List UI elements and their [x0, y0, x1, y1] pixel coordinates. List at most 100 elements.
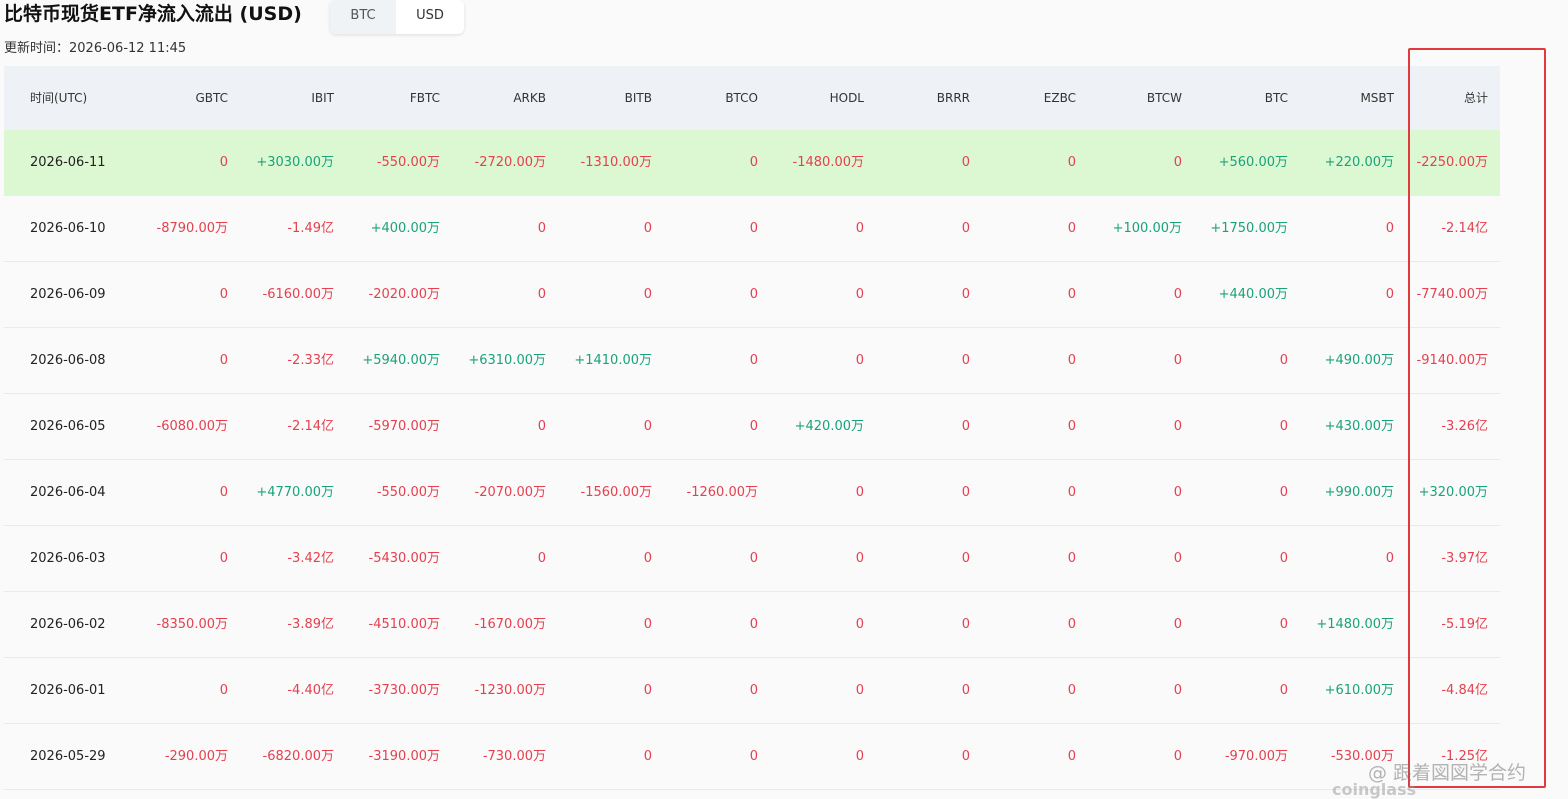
flow-cell: -2.33亿 — [287, 353, 334, 368]
flow-cell: 0 — [961, 287, 970, 302]
flow-cell: 0 — [961, 155, 970, 170]
flow-cell: +320.00万 — [1418, 485, 1488, 500]
table-row — [4, 130, 1500, 196]
flow-cell: +5940.00万 — [362, 353, 440, 368]
column-header: BRRR — [936, 91, 970, 105]
flow-cell: 0 — [749, 419, 758, 434]
flow-cell: -3.26亿 — [1441, 419, 1488, 434]
flow-cell: +490.00万 — [1324, 353, 1394, 368]
flow-cell: -4.84亿 — [1441, 683, 1488, 698]
flow-cell: -1670.00万 — [474, 617, 546, 632]
flow-cell: -3730.00万 — [368, 683, 440, 698]
flow-cell: 0 — [855, 683, 864, 698]
date-cell: 2026-06-09 — [30, 287, 106, 302]
watermark-brand: coinglass — [1332, 780, 1417, 799]
toggle: BTC USD — [330, 0, 464, 34]
flow-cell: -3.42亿 — [287, 551, 334, 566]
flow-cell: +3030.00万 — [256, 155, 334, 170]
flow-cell: 0 — [749, 617, 758, 632]
column-header: IBIT — [311, 91, 334, 105]
flow-cell: 0 — [855, 287, 864, 302]
flow-cell: -2.14亿 — [1441, 221, 1488, 236]
flow-cell: +1750.00万 — [1210, 221, 1288, 236]
flow-cell: 0 — [219, 287, 228, 302]
flow-cell: 0 — [1173, 749, 1182, 764]
flow-cell: -7740.00万 — [1416, 287, 1488, 302]
column-header: BTCO — [725, 91, 758, 105]
table-row — [4, 592, 1500, 658]
flow-cell: 0 — [643, 419, 652, 434]
flow-cell: -2250.00万 — [1416, 155, 1488, 170]
flow-cell: -5430.00万 — [368, 551, 440, 566]
flow-cell: 0 — [855, 485, 864, 500]
flow-cell: 0 — [1173, 551, 1182, 566]
flow-cell: 0 — [1279, 551, 1288, 566]
flow-cell: 0 — [1385, 221, 1394, 236]
column-header: FBTC — [409, 91, 440, 105]
flow-cell: 0 — [961, 221, 970, 236]
flow-cell: -8790.00万 — [156, 221, 228, 236]
flow-cell: 0 — [643, 221, 652, 236]
flow-cell: 0 — [643, 683, 652, 698]
header-row — [4, 66, 1500, 130]
flow-cell: 0 — [219, 155, 228, 170]
flow-cell: 0 — [643, 749, 652, 764]
flow-cell: -5970.00万 — [368, 419, 440, 434]
table-row — [4, 460, 1500, 526]
flow-cell: 0 — [219, 353, 228, 368]
flow-cell: +220.00万 — [1324, 155, 1394, 170]
flow-cell: +610.00万 — [1324, 683, 1394, 698]
flow-cell: 0 — [643, 617, 652, 632]
flow-cell: -730.00万 — [482, 749, 546, 764]
flow-cell: 0 — [961, 749, 970, 764]
flow-cell: 0 — [1173, 683, 1182, 698]
toggle-usd[interactable]: USD — [416, 8, 444, 23]
date-cell: 2026-06-04 — [30, 485, 106, 500]
flow-cell: +1480.00万 — [1316, 617, 1394, 632]
flow-cell: 0 — [1173, 287, 1182, 302]
flow-cell: -970.00万 — [1224, 749, 1288, 764]
column-header: EZBC — [1043, 91, 1076, 105]
flow-cell: 0 — [1067, 551, 1076, 566]
flow-cell: 0 — [537, 221, 546, 236]
table-row — [4, 262, 1500, 328]
column-header: GBTC — [195, 91, 228, 105]
flow-cell: -1230.00万 — [474, 683, 546, 698]
flow-cell: 0 — [961, 419, 970, 434]
table: 时间(UTC) GBTC IBIT FBTC ARKB BITB BTCO HODL BRRR E… — [4, 66, 1500, 799]
date-cell: 2026-06-05 — [30, 419, 106, 434]
flow-cell: +400.00万 — [370, 221, 440, 236]
flow-cell: 0 — [1279, 485, 1288, 500]
flow-cell: 0 — [1173, 419, 1182, 434]
flow-cell: 0 — [1067, 419, 1076, 434]
flow-cell: -550.00万 — [376, 485, 440, 500]
flow-cell: 0 — [1067, 155, 1076, 170]
flow-cell: 0 — [1067, 617, 1076, 632]
flow-cell: 0 — [961, 551, 970, 566]
column-header: BTC — [1264, 91, 1288, 105]
flow-cell: 0 — [1173, 485, 1182, 500]
watermark-handle: @ 跟着図図学合约 — [1368, 762, 1527, 784]
column-header: ARKB — [513, 91, 546, 105]
date-cell: 2026-06-10 — [30, 221, 106, 236]
flow-cell: 0 — [219, 551, 228, 566]
flow-cell: 0 — [1385, 287, 1394, 302]
table-row — [4, 394, 1500, 460]
flow-cell: -6820.00万 — [262, 749, 334, 764]
flow-cell: 0 — [1067, 749, 1076, 764]
flow-cell: 0 — [537, 551, 546, 566]
flow-cell: -1560.00万 — [580, 485, 652, 500]
flow-cell: 0 — [855, 221, 864, 236]
toggle-btc[interactable]: BTC — [330, 0, 396, 34]
flow-cell: -550.00万 — [376, 155, 440, 170]
flow-cell: 0 — [749, 749, 758, 764]
flow-cell: 0 — [537, 287, 546, 302]
flow-cell: 0 — [961, 485, 970, 500]
flow-cell: +1410.00万 — [574, 353, 652, 368]
flow-cell: 0 — [1279, 419, 1288, 434]
flow-cell: 0 — [749, 683, 758, 698]
flow-cell: 0 — [855, 749, 864, 764]
flow-cell: 0 — [1067, 353, 1076, 368]
flow-cell: -2720.00万 — [474, 155, 546, 170]
title: 比特币现货ETF净流入流出 (USD) — [4, 3, 302, 25]
